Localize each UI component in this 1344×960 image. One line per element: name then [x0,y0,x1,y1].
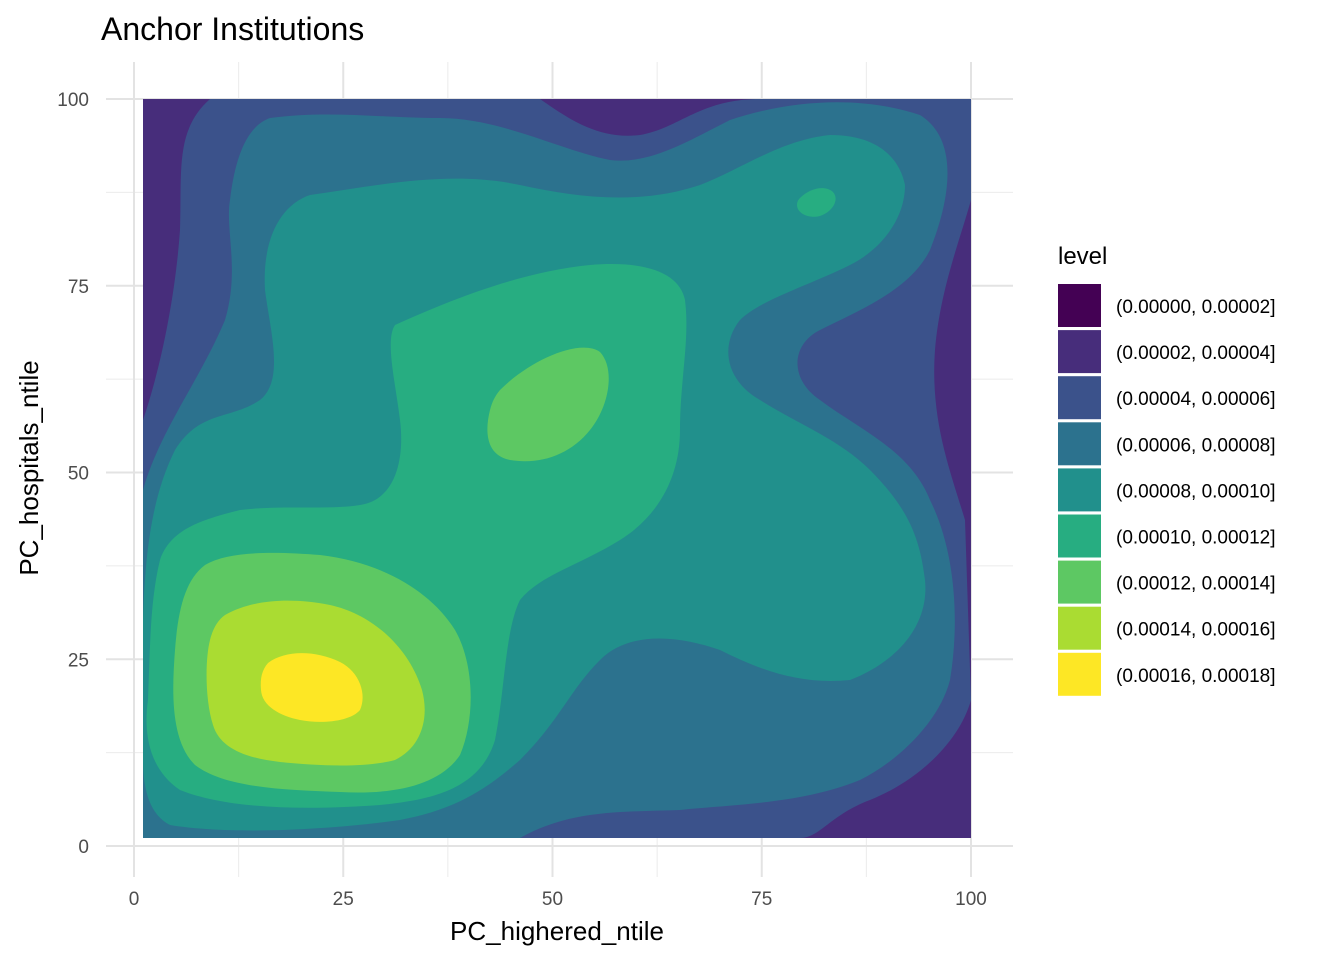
contour-band-9 [260,653,363,722]
y-tick-label: 50 [68,464,89,485]
x-tick-label: 25 [333,889,354,910]
chart-title: Anchor Institutions [101,11,364,47]
legend-label: (0.00014, 0.00016] [1116,620,1276,641]
contour-band-7b [487,347,609,462]
legend-swatch [1058,284,1101,327]
x-axis-title: PC_highered_ntile [450,916,664,946]
legend-swatch [1058,422,1101,466]
legend-swatch [1058,330,1101,374]
x-tick-label: 100 [955,889,987,910]
legend-swatch [1058,606,1101,650]
legend-swatch [1058,376,1101,420]
x-tick-label: 75 [751,889,772,910]
legend-swatch [1058,560,1101,604]
x-tick-label: 0 [129,889,140,910]
y-axis-title: PC_hospitals_ntile [14,360,44,575]
legend-label: (0.00002, 0.00004] [1116,343,1276,364]
contour-plot [143,99,971,839]
legend-label: (0.00016, 0.00018] [1116,666,1276,687]
legend-swatch [1058,468,1101,512]
legend-swatch [1058,514,1101,558]
x-tick-label: 50 [542,889,563,910]
y-tick-label: 75 [68,277,89,298]
legend-label: (0.00008, 0.00010] [1116,481,1276,502]
legend-swatch [1058,652,1101,696]
y-axis: 0 25 50 75 100 [57,90,89,858]
legend-label: (0.00010, 0.00012] [1116,528,1276,549]
contour-band-6b [797,188,836,217]
y-tick-label: 0 [78,837,89,858]
legend-label: (0.00006, 0.00008] [1116,435,1276,456]
legend-label: (0.00012, 0.00014] [1116,574,1276,595]
x-axis: 0 25 50 75 100 [129,889,987,910]
legend: level (0.00000, 0.00002] (0.00002, 0.0000… [1058,243,1276,696]
y-tick-label: 25 [68,650,89,671]
legend-title: level [1058,243,1107,270]
y-tick-label: 100 [57,90,89,111]
legend-label: (0.00000, 0.00002] [1116,297,1276,318]
legend-label: (0.00004, 0.00006] [1116,389,1276,410]
